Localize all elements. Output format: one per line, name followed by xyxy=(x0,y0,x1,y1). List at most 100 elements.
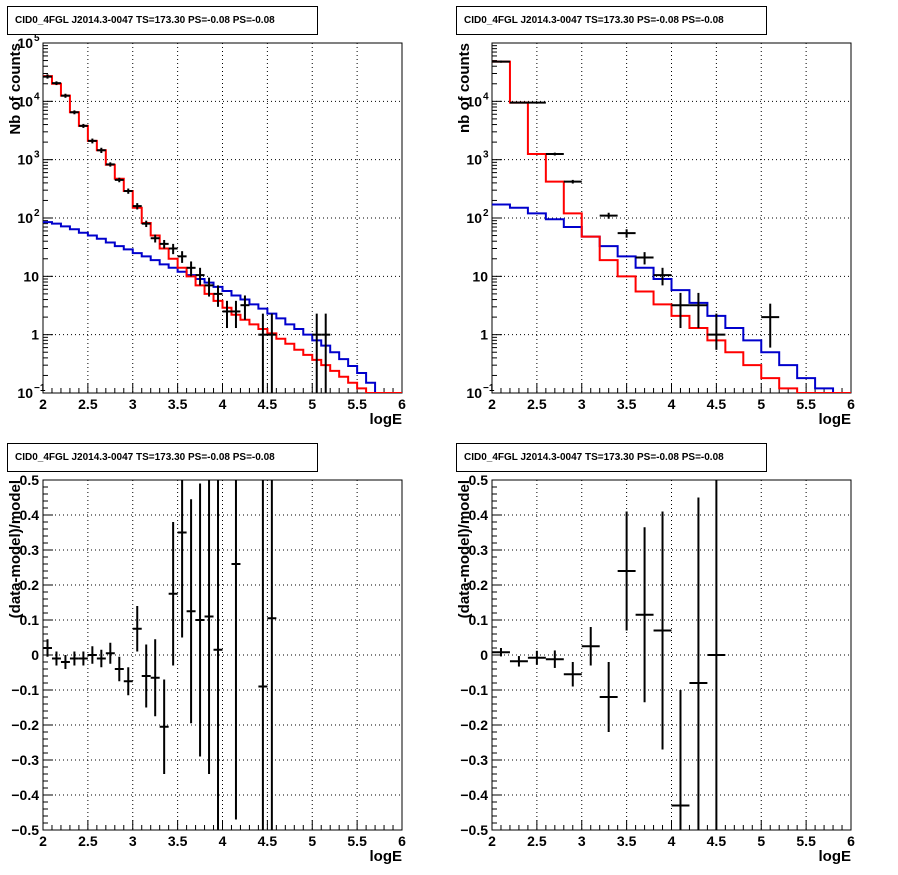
y-tick-label: −0.2 xyxy=(460,717,488,733)
x-tick-label: 2 xyxy=(39,833,47,849)
x-tick-label: 4.5 xyxy=(707,833,727,849)
y-tick-exponent: 2 xyxy=(34,208,40,219)
y-tick-label: −0.2 xyxy=(11,717,39,733)
residual-point xyxy=(159,679,169,774)
data-point xyxy=(689,292,708,329)
y-tick-label: −0.5 xyxy=(11,822,39,838)
residual-point xyxy=(527,650,546,665)
y-tick-exponent: 2 xyxy=(483,208,489,219)
x-tick-label: 5.5 xyxy=(796,396,816,412)
chart-title: CID0_4FGL J2014.3-0047 TS=173.30 PS=-0.0… xyxy=(456,6,767,35)
chart-title: CID0_4FGL J2014.3-0047 TS=173.30 PS=-0.0… xyxy=(7,6,318,35)
data-point xyxy=(69,110,79,115)
y-tick-label: −0.4 xyxy=(11,787,39,803)
plot-area xyxy=(492,480,726,830)
axis-ticks xyxy=(42,45,403,394)
data-point xyxy=(267,313,277,393)
y-tick-label: 10 xyxy=(466,210,482,226)
y-tick-label: 0.2 xyxy=(20,577,40,593)
data-point xyxy=(186,261,196,277)
residual-point xyxy=(213,480,223,830)
residual-point xyxy=(267,480,277,830)
y-tick-label: 10 xyxy=(23,268,39,284)
data-point xyxy=(43,74,52,79)
chart-title: CID0_4FGL J2014.3-0047 TS=173.30 PS=-0.0… xyxy=(456,443,767,472)
x-axis-label: logE xyxy=(819,848,852,865)
y-tick-exponent: −1 xyxy=(483,383,495,394)
x-axis-label: logE xyxy=(819,411,852,428)
x-tick-label: 4 xyxy=(219,396,227,412)
y-tick-label: 10 xyxy=(17,385,33,401)
x-tick-label: 5 xyxy=(308,833,316,849)
x-tick-label: 3.5 xyxy=(617,833,637,849)
x-tick-label: 4 xyxy=(219,833,227,849)
y-tick-label: 1 xyxy=(31,327,39,343)
data-point xyxy=(141,220,151,228)
y-tick-label: 0.4 xyxy=(20,507,40,523)
x-tick-label: 6 xyxy=(398,833,406,849)
y-tick-label: 0.5 xyxy=(469,472,489,488)
residual-point xyxy=(51,651,61,666)
residual-point xyxy=(258,480,268,830)
residual-point xyxy=(617,511,636,631)
residual-point xyxy=(671,690,690,830)
residual-point xyxy=(581,627,600,666)
x-tick-label: 2 xyxy=(39,396,47,412)
x-tick-label: 3 xyxy=(129,833,137,849)
y-tick-label: 10 xyxy=(466,152,482,168)
y-tick-label: 10 xyxy=(466,385,482,401)
y-tick-label: −0.3 xyxy=(11,752,39,768)
y-tick-label: −0.3 xyxy=(460,752,488,768)
data-point xyxy=(132,203,142,210)
x-tick-label: 3 xyxy=(578,833,586,849)
axis-ticks xyxy=(491,45,852,394)
data-point xyxy=(222,300,232,329)
residual-point xyxy=(635,527,654,703)
y-tick-label: 0.1 xyxy=(20,612,40,628)
residual-point xyxy=(563,662,582,687)
y-tick-label: 10 xyxy=(17,93,33,109)
residual-point xyxy=(69,651,79,666)
data-point xyxy=(177,251,187,263)
residual-point xyxy=(123,667,133,696)
x-tick-label: 5.5 xyxy=(347,833,367,849)
x-tick-label: 5 xyxy=(757,833,765,849)
residual-point xyxy=(204,480,214,774)
x-tick-label: 3 xyxy=(578,396,586,412)
x-tick-label: 4 xyxy=(668,833,676,849)
data-point xyxy=(114,177,124,183)
residual-point xyxy=(177,480,187,638)
x-tick-label: 6 xyxy=(398,396,406,412)
residual-point xyxy=(114,656,124,682)
data-point xyxy=(51,81,61,86)
data-point xyxy=(563,179,582,184)
x-tick-label: 6 xyxy=(847,833,855,849)
residual-point xyxy=(96,649,106,668)
x-tick-label: 4.5 xyxy=(258,833,278,849)
residual-point xyxy=(43,639,52,657)
plot-area xyxy=(492,60,851,393)
residual-point xyxy=(653,511,672,750)
residual-point xyxy=(707,480,726,830)
x-tick-label: 2.5 xyxy=(78,833,98,849)
y-tick-exponent: 4 xyxy=(483,91,489,102)
x-tick-label: 5 xyxy=(308,396,316,412)
y-tick-label: −0.4 xyxy=(460,787,488,803)
residual-point xyxy=(87,646,97,664)
data-point xyxy=(509,101,528,104)
data-point xyxy=(635,252,654,265)
data-point xyxy=(168,243,178,255)
y-tick-label: 0 xyxy=(31,647,39,663)
residual-point xyxy=(132,606,142,652)
total-model-line xyxy=(492,60,851,393)
y-tick-label: 10 xyxy=(472,268,488,284)
y-tick-label: 0.5 xyxy=(20,472,40,488)
residual-point xyxy=(150,639,160,717)
y-tick-label: −0.1 xyxy=(11,682,39,698)
data-point xyxy=(492,60,510,63)
x-tick-label: 5.5 xyxy=(796,833,816,849)
y-axis-label: (data-model)/model xyxy=(7,480,24,618)
y-tick-label: 0.3 xyxy=(20,542,40,558)
y-tick-exponent: 5 xyxy=(34,33,40,44)
